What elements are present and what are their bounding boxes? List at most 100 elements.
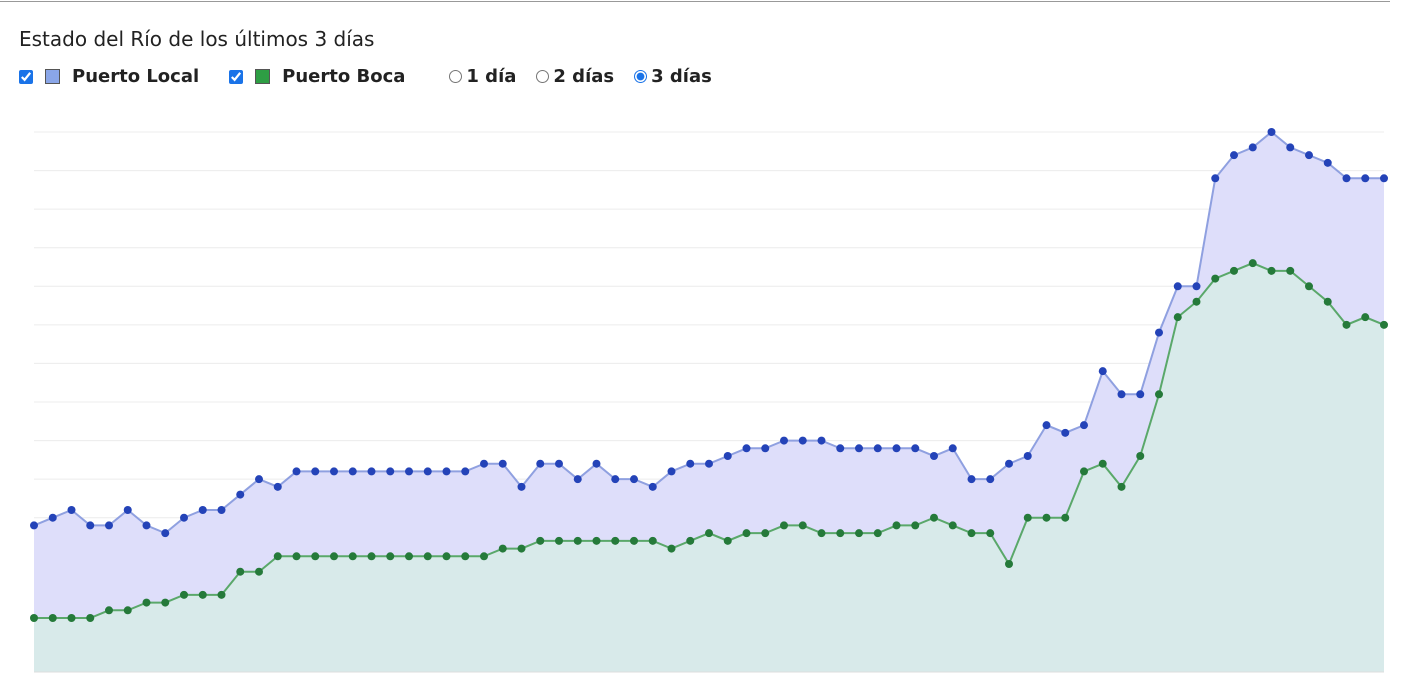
point bbox=[1323, 297, 1332, 306]
divider bbox=[0, 1, 1390, 2]
point bbox=[67, 614, 76, 622]
point bbox=[30, 521, 38, 530]
section-title: Estado del Río de los últimos 3 días bbox=[19, 27, 375, 51]
point bbox=[667, 467, 676, 476]
point bbox=[348, 552, 357, 561]
point bbox=[48, 513, 57, 522]
range-option[interactable]: 1 día bbox=[449, 66, 516, 87]
point bbox=[180, 590, 188, 599]
point bbox=[1342, 174, 1351, 183]
point bbox=[105, 606, 113, 615]
point bbox=[1305, 151, 1313, 160]
point bbox=[555, 536, 563, 545]
point bbox=[423, 552, 432, 561]
point bbox=[442, 467, 451, 476]
point bbox=[986, 529, 995, 538]
series-toggle[interactable]: Puerto Boca bbox=[229, 66, 405, 87]
point bbox=[405, 552, 413, 561]
legend-swatch bbox=[255, 69, 271, 84]
point bbox=[1023, 513, 1032, 522]
point bbox=[1005, 560, 1013, 568]
point bbox=[780, 521, 788, 530]
point bbox=[1342, 320, 1351, 329]
point bbox=[1211, 174, 1220, 183]
point bbox=[311, 552, 320, 561]
checkbox[interactable] bbox=[229, 69, 244, 84]
point bbox=[1173, 282, 1182, 291]
range-option[interactable]: 2 días bbox=[536, 66, 614, 87]
point bbox=[892, 444, 901, 453]
range-options: 1 día 2 días 3 días bbox=[449, 66, 731, 87]
point bbox=[742, 444, 751, 453]
point bbox=[1080, 421, 1088, 430]
point bbox=[1023, 452, 1032, 460]
point bbox=[30, 614, 38, 622]
point bbox=[1192, 282, 1201, 291]
point bbox=[517, 482, 526, 491]
point bbox=[480, 459, 488, 468]
point bbox=[1286, 266, 1295, 275]
point bbox=[1136, 452, 1145, 460]
point bbox=[798, 436, 807, 445]
point bbox=[967, 529, 976, 538]
point bbox=[1230, 266, 1238, 275]
point bbox=[630, 475, 638, 484]
point bbox=[423, 467, 432, 476]
area bbox=[34, 263, 1384, 672]
point bbox=[1098, 367, 1107, 376]
range-label: 3 días bbox=[651, 66, 712, 87]
point bbox=[1136, 390, 1145, 399]
point bbox=[292, 552, 301, 561]
point bbox=[536, 459, 545, 468]
point bbox=[367, 552, 376, 561]
point bbox=[592, 459, 601, 468]
point bbox=[817, 436, 826, 445]
series-toggle[interactable]: Puerto Local bbox=[19, 66, 199, 87]
point bbox=[461, 467, 470, 476]
point bbox=[648, 536, 657, 545]
point bbox=[123, 506, 132, 514]
point bbox=[1117, 390, 1126, 399]
point bbox=[86, 521, 95, 530]
point bbox=[1098, 459, 1107, 468]
point bbox=[1248, 259, 1257, 268]
range-label: 1 día bbox=[466, 66, 517, 87]
point bbox=[198, 506, 207, 514]
checkbox[interactable] bbox=[19, 69, 33, 84]
point bbox=[67, 506, 76, 514]
point bbox=[217, 506, 226, 514]
radio[interactable] bbox=[634, 70, 648, 83]
point bbox=[236, 490, 245, 499]
point bbox=[573, 475, 582, 484]
point bbox=[873, 444, 882, 453]
radio[interactable] bbox=[536, 70, 550, 83]
legend-label: Puerto Local bbox=[72, 66, 200, 87]
point bbox=[686, 459, 695, 468]
point bbox=[911, 444, 920, 453]
point bbox=[123, 606, 132, 615]
range-option[interactable]: 3 días bbox=[634, 66, 712, 87]
point bbox=[836, 444, 845, 453]
point bbox=[1117, 482, 1126, 491]
point bbox=[1061, 513, 1070, 522]
point bbox=[255, 475, 263, 484]
radio[interactable] bbox=[449, 70, 463, 83]
range-label: 2 días bbox=[553, 66, 615, 87]
point bbox=[1380, 174, 1388, 183]
point bbox=[236, 567, 245, 576]
point bbox=[292, 467, 301, 476]
point bbox=[330, 467, 338, 476]
point bbox=[1192, 297, 1201, 306]
point bbox=[1267, 266, 1276, 275]
point bbox=[405, 467, 413, 476]
point bbox=[817, 529, 826, 538]
point bbox=[1042, 421, 1051, 430]
point bbox=[273, 552, 282, 561]
point bbox=[1286, 143, 1295, 152]
point bbox=[498, 544, 507, 553]
point bbox=[1380, 320, 1388, 329]
point bbox=[798, 521, 807, 530]
point bbox=[142, 598, 151, 607]
point bbox=[161, 529, 170, 538]
